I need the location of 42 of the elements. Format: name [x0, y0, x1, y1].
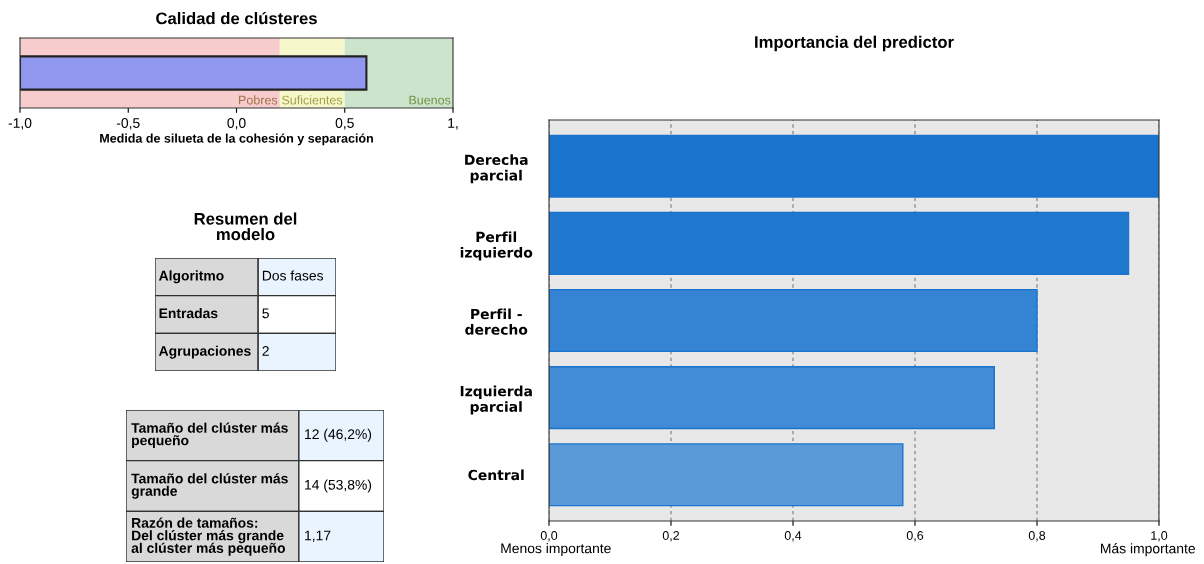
chart-title: Calidad de clústeres [156, 11, 317, 25]
band-label: Pobres [239, 95, 278, 105]
x-tick-label: 0,2 [662, 531, 680, 542]
chart-title: Importancia del predictor [755, 35, 954, 52]
text: Menos importante [501, 543, 611, 556]
x-tick-label: 0,6 [906, 531, 924, 542]
text: Resumen del modelo [194, 212, 297, 241]
bar [549, 211, 1130, 275]
bar [549, 134, 1159, 198]
band-label: Suficientes [282, 95, 343, 105]
text: Tamaño del clúster más grande [131, 473, 288, 499]
bar [549, 443, 904, 507]
text: 12 (46,2%) [305, 428, 372, 442]
band-label: Buenos [409, 95, 451, 105]
x-tick-label: 0,5 [335, 118, 354, 130]
text: Más importante [1101, 543, 1195, 557]
text: Tamaño del clúster más pequeño [131, 422, 288, 449]
x-tick-label: 0,4 [784, 531, 802, 542]
x-tick-label: 0,0 [540, 531, 558, 542]
text: 5 [262, 308, 269, 319]
text: 1,17 [305, 530, 331, 543]
text: Algoritmo [158, 270, 224, 284]
text: Dos fases [262, 270, 324, 281]
bar [549, 366, 995, 430]
y-tick-label: Central [468, 469, 524, 481]
text: 14 (53,8%) [305, 479, 372, 493]
x-tick-label: -0,5 [116, 118, 140, 130]
text: Entradas [159, 308, 218, 319]
y-tick-label: Perfil izquierdo [460, 231, 533, 261]
text: Agrupaciones [158, 345, 251, 359]
text: 2 [262, 346, 269, 356]
x-tick-label: 0,0 [227, 118, 246, 130]
y-tick-label: Izquierda parcial [460, 385, 532, 415]
text: Razón de tamaños: Del clúster más grande al clúster más pequeño [131, 517, 285, 556]
x-tick-label: 1,0 [1151, 531, 1168, 542]
x-tick-label: 1, [448, 118, 458, 130]
y-tick-label: Derecha parcial [465, 154, 528, 184]
y-tick-label: Perfil - derecho [465, 308, 528, 335]
x-axis-title: Medida de silueta de la cohesión y separación [100, 133, 373, 146]
x-tick-label: -1,0 [8, 118, 32, 130]
bar [549, 288, 1038, 353]
x-tick-label: 0,8 [1028, 531, 1046, 542]
